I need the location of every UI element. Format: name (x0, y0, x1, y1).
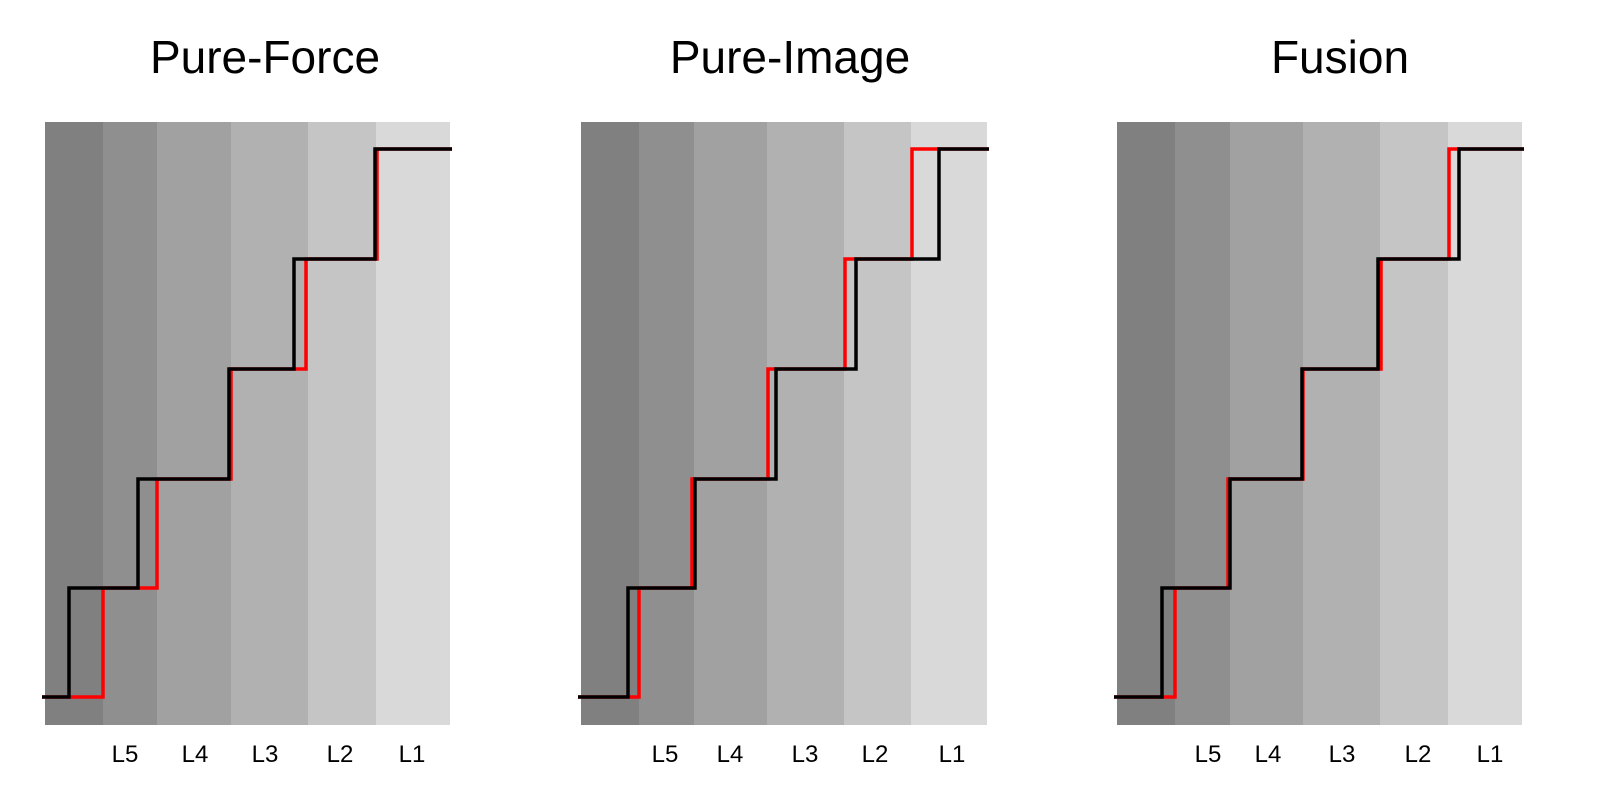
level-band (1175, 122, 1230, 725)
level-band (157, 122, 231, 725)
level-band (103, 122, 157, 725)
level-label: L2 (1405, 741, 1432, 768)
panel: Fusion L5 L4 L3 L2 L1 (1114, 31, 1524, 768)
level-band (844, 122, 911, 725)
level-label: L1 (1477, 741, 1504, 768)
level-band (1303, 122, 1380, 725)
level-band (581, 122, 639, 725)
level-label: L5 (1195, 741, 1222, 768)
panel-title: Pure-Image (670, 31, 910, 83)
panel-title: Pure-Force (150, 31, 380, 83)
panel-title: Fusion (1271, 31, 1409, 83)
level-band (1117, 122, 1175, 725)
level-label: L3 (792, 741, 819, 768)
black-step-line (42, 147, 452, 699)
level-band (911, 122, 987, 725)
level-label: L4 (717, 741, 744, 768)
level-label: L3 (252, 741, 279, 768)
black-step-line (578, 147, 989, 699)
level-label: L1 (399, 741, 426, 768)
level-band (767, 122, 844, 725)
black-step-line (1114, 147, 1524, 699)
level-band (694, 122, 767, 725)
level-band (376, 122, 450, 725)
level-band (45, 122, 103, 725)
panel: Pure-Image L5 L4 L3 L2 L1 (578, 31, 989, 768)
red-step-line (578, 147, 989, 699)
level-label: L2 (862, 741, 889, 768)
level-label: L4 (182, 741, 209, 768)
level-band (231, 122, 308, 725)
red-step-line (42, 147, 452, 699)
level-label: L5 (112, 741, 139, 768)
level-label: L3 (1329, 741, 1356, 768)
level-label: L1 (939, 741, 966, 768)
level-band (639, 122, 694, 725)
level-band (308, 122, 376, 725)
level-label: L4 (1255, 741, 1282, 768)
level-band (1230, 122, 1303, 725)
level-label: L5 (652, 741, 679, 768)
level-band (1380, 122, 1448, 725)
level-label: L2 (327, 741, 354, 768)
panel: Pure-Force L5 L4 L3 L2 L1 (42, 31, 452, 768)
